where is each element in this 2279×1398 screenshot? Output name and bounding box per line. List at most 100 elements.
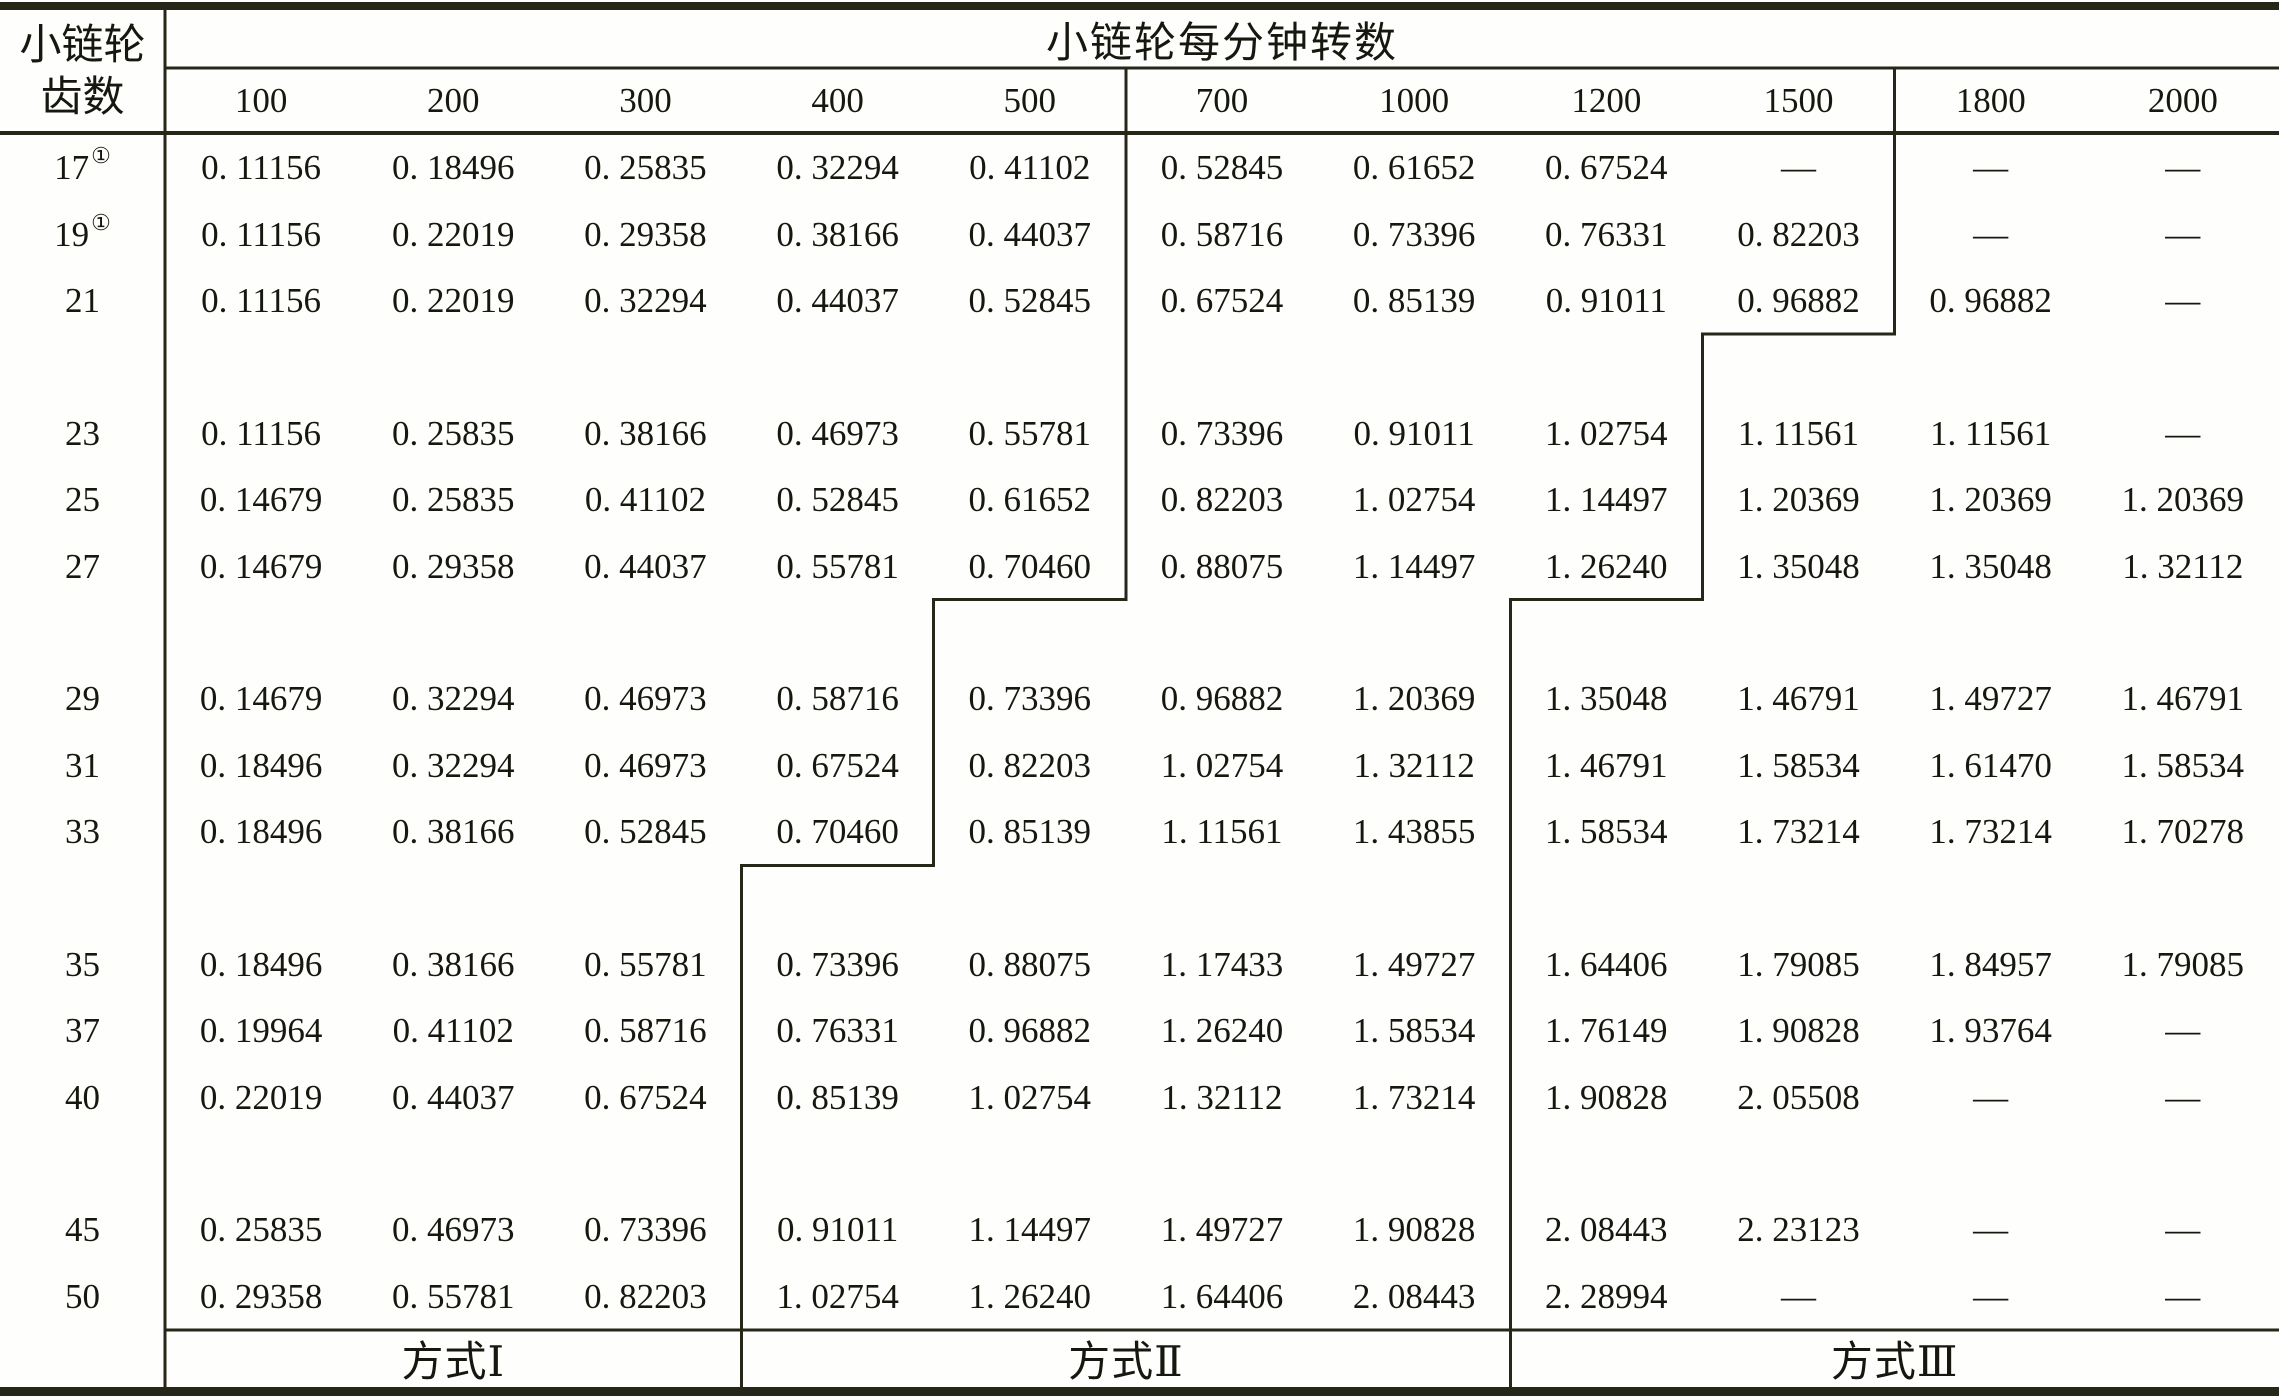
value-cell: 0. 67524 bbox=[1545, 148, 1668, 188]
value-cell: 2. 23123 bbox=[1737, 1210, 1860, 1250]
value-cell: 0. 38166 bbox=[392, 944, 515, 984]
value-cell: 2. 28994 bbox=[1545, 1276, 1668, 1316]
teeth-count-cell: 19 ① bbox=[54, 209, 111, 254]
value-cell: 1. 11561 bbox=[1930, 413, 2052, 453]
value-cell: 0. 85139 bbox=[1352, 280, 1476, 320]
value-cell: 0. 29358 bbox=[392, 546, 515, 586]
value-cell: 0. 44037 bbox=[776, 280, 899, 320]
value-cell: 0. 41102 bbox=[584, 480, 707, 520]
value-cell: 1. 76149 bbox=[1545, 1011, 1668, 1051]
value-cell: 2. 08443 bbox=[1352, 1276, 1476, 1316]
table-row-teeth-33: 33 0. 18496 0. 38166 0. 52845 0. 70460 0. 851… bbox=[0, 799, 2279, 865]
value-cell: 0. 46973 bbox=[776, 413, 899, 453]
value-cell: 1. 79085 bbox=[1737, 944, 1860, 984]
value-cell: 1. 20369 bbox=[1352, 679, 1476, 719]
value-cell: 0. 96882 bbox=[1160, 679, 1284, 719]
teeth-count-cell: 23 bbox=[65, 413, 100, 453]
value-cell: 0. 25835 bbox=[199, 1210, 323, 1250]
value-cell: 0. 41102 bbox=[969, 148, 1091, 188]
value-cell: 0. 73396 bbox=[968, 679, 1092, 719]
value-cell: 0. 67524 bbox=[776, 745, 899, 785]
value-cell: 0. 96882 bbox=[1929, 280, 2052, 320]
value-cell: 0. 96882 bbox=[968, 1011, 1092, 1051]
value-cell: 0. 91011 bbox=[1353, 413, 1475, 453]
value-cell: 0. 19964 bbox=[199, 1011, 323, 1051]
value-cell-empty: — bbox=[2165, 214, 2201, 254]
value-cell: 1. 11561 bbox=[1737, 413, 1860, 453]
column-header-rpm-1800: 1800 bbox=[1955, 80, 2026, 120]
value-cell: 0. 73396 bbox=[1352, 214, 1476, 254]
row-header-title-line1: 小链轮 bbox=[19, 23, 146, 69]
value-cell-empty: — bbox=[1780, 148, 1816, 188]
value-cell: 0. 61652 bbox=[968, 480, 1092, 520]
value-cell-empty: — bbox=[1973, 1276, 2009, 1316]
value-cell: 2. 05508 bbox=[1737, 1077, 1860, 1117]
value-cell: 0. 18496 bbox=[392, 148, 515, 188]
value-cell: 1. 02754 bbox=[1545, 413, 1668, 453]
value-cell: 1. 61470 bbox=[1929, 745, 2052, 785]
value-cell: 0. 32294 bbox=[392, 679, 515, 719]
value-cell: 0. 44037 bbox=[968, 214, 1092, 254]
value-cell: 0. 82203 bbox=[968, 745, 1092, 785]
value-cell: 1. 49727 bbox=[1160, 1210, 1284, 1250]
value-cell: 0. 55781 bbox=[392, 1276, 515, 1316]
teeth-count-cell: 17 ① bbox=[54, 143, 111, 188]
value-cell: 0. 14679 bbox=[199, 480, 323, 520]
column-group-title: 小链轮每分钟转数 bbox=[1045, 20, 1398, 67]
value-cell: 1. 73214 bbox=[1352, 1077, 1476, 1117]
value-cell: 0. 52845 bbox=[968, 280, 1092, 320]
value-cell: 1. 46791 bbox=[1545, 745, 1668, 785]
value-cell: 0. 82203 bbox=[584, 1276, 707, 1316]
value-cell: 1. 32112 bbox=[1353, 745, 1475, 785]
value-cell: 0. 32294 bbox=[776, 148, 899, 188]
teeth-count-cell: 25 bbox=[65, 480, 100, 520]
value-cell: 0. 46973 bbox=[584, 745, 707, 785]
value-cell: 0. 22019 bbox=[199, 1077, 323, 1117]
value-cell: 1. 90828 bbox=[1545, 1077, 1668, 1117]
value-cell: 1. 20369 bbox=[2121, 480, 2245, 520]
value-cell: 1. 73214 bbox=[1737, 812, 1860, 852]
value-cell: 1. 43855 bbox=[1352, 812, 1476, 852]
value-cell: 0. 25835 bbox=[392, 413, 515, 453]
value-cell: 1. 02754 bbox=[1352, 480, 1476, 520]
value-cell: 0. 38166 bbox=[392, 812, 515, 852]
value-cell: 0. 29358 bbox=[199, 1276, 323, 1316]
teeth-count-cell: 45 bbox=[65, 1210, 100, 1250]
value-cell: 0. 88075 bbox=[968, 944, 1092, 984]
value-cell: 0. 85139 bbox=[776, 1077, 899, 1117]
table-row-teeth-35: 35 0. 18496 0. 38166 0. 55781 0. 73396 0. 880… bbox=[0, 932, 2279, 998]
value-cell: 1. 84957 bbox=[1929, 944, 2052, 984]
value-cell: 0. 91011 bbox=[777, 1210, 899, 1250]
value-cell: 0. 52845 bbox=[776, 480, 899, 520]
value-cell: 0. 18496 bbox=[199, 812, 323, 852]
value-cell: 0. 18496 bbox=[199, 745, 323, 785]
value-cell: 1. 02754 bbox=[1160, 745, 1284, 785]
value-cell: 1. 64406 bbox=[1160, 1276, 1284, 1316]
table-row-teeth-45: 45 0. 25835 0. 46973 0. 73396 0. 91011 1. 144… bbox=[0, 1197, 2279, 1263]
value-cell: 0. 46973 bbox=[392, 1210, 515, 1250]
teeth-count-cell: 29 bbox=[65, 679, 100, 719]
value-cell: 1. 26240 bbox=[968, 1276, 1092, 1316]
column-header-rpm-1000: 1000 bbox=[1379, 80, 1450, 120]
value-cell: 0. 70460 bbox=[968, 546, 1092, 586]
value-cell: 1. 64406 bbox=[1545, 944, 1668, 984]
value-cell: 0. 70460 bbox=[776, 812, 899, 852]
value-cell: 0. 32294 bbox=[392, 745, 515, 785]
value-cell-empty: — bbox=[2165, 1210, 2201, 1250]
value-cell: 0. 58716 bbox=[776, 679, 899, 719]
value-cell: 0. 11156 bbox=[201, 148, 322, 188]
table-row-teeth-50: 50 0. 29358 0. 55781 0. 82203 1. 02754 1. 262… bbox=[0, 1264, 2279, 1330]
value-cell: 1. 14497 bbox=[968, 1210, 1092, 1250]
value-cell: 1. 26240 bbox=[1160, 1011, 1284, 1051]
value-cell: 0. 41102 bbox=[392, 1011, 514, 1051]
value-cell: 1. 32112 bbox=[2122, 546, 2244, 586]
value-cell: 0. 11156 bbox=[201, 413, 322, 453]
value-cell: 1. 20369 bbox=[1737, 480, 1860, 520]
value-cell: 1. 35048 bbox=[1545, 679, 1668, 719]
value-cell: 1. 58534 bbox=[2121, 745, 2245, 785]
value-cell: 0. 25835 bbox=[584, 148, 707, 188]
value-cell: 1. 32112 bbox=[1161, 1077, 1283, 1117]
value-cell: 0. 73396 bbox=[776, 944, 899, 984]
value-cell: 1. 14497 bbox=[1545, 480, 1668, 520]
